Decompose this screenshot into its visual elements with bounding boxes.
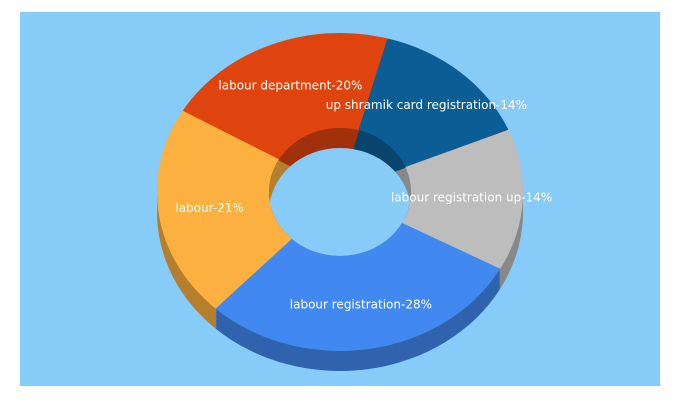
slice <box>157 110 292 309</box>
slice-inner-side <box>340 128 411 192</box>
slice-label: labour-21% <box>175 201 243 215</box>
hole <box>269 128 411 256</box>
hole-floor <box>269 148 411 256</box>
slice <box>182 33 388 160</box>
slice <box>402 129 523 269</box>
slice <box>215 222 501 351</box>
slice-label: labour registration up-14% <box>391 190 552 204</box>
slice-label: labour registration-28% <box>290 298 432 312</box>
slice <box>358 38 509 167</box>
slice-label: labour department-20% <box>218 78 362 92</box>
slice-label: up shramik card registration-14% <box>326 98 527 112</box>
